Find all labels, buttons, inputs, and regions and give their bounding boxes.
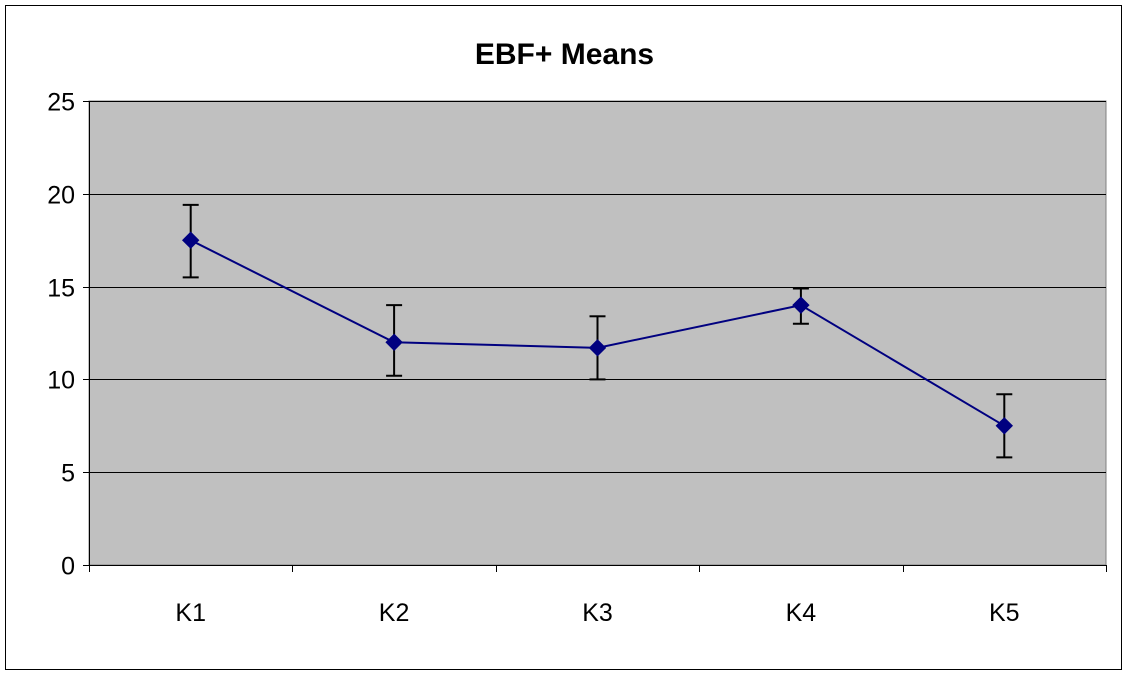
x-tick-label-k5: K5	[989, 599, 1020, 627]
y-tick-labels: 0 5 10 15 20 25	[47, 89, 75, 581]
chart-title: EBF+ Means	[474, 38, 655, 71]
data-point-k4	[792, 296, 810, 314]
x-tick-label-k4: K4	[786, 599, 817, 627]
y-tick-label-25: 25	[47, 89, 75, 117]
y-tick-label-20: 20	[47, 182, 75, 210]
data-markers	[181, 231, 1014, 435]
y-tick-label-0: 0	[61, 553, 75, 581]
data-point-k1	[181, 231, 200, 249]
x-tick-labels: K1 K2 K3 K4 K5	[175, 599, 1019, 627]
y-tick-label-5: 5	[61, 460, 75, 488]
x-tick-label-k3: K3	[582, 599, 613, 627]
data-point-k3	[588, 339, 607, 357]
y-tick-label-10: 10	[47, 367, 75, 395]
data-point-k5	[995, 417, 1014, 435]
data-point-k2	[385, 333, 403, 351]
y-tick-label-15: 15	[47, 275, 75, 303]
x-tick-label-k1: K1	[175, 599, 206, 627]
x-tick-label-k2: K2	[379, 599, 410, 627]
axes	[83, 101, 1107, 572]
